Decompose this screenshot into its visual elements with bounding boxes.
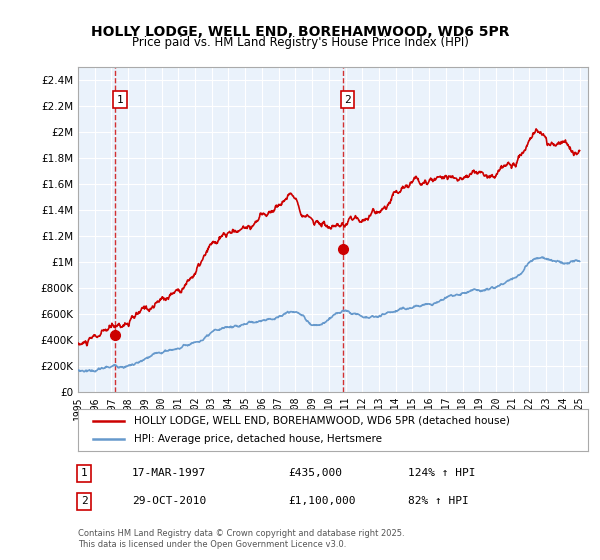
Text: 1: 1	[116, 95, 124, 105]
Text: HOLLY LODGE, WELL END, BOREHAMWOOD, WD6 5PR: HOLLY LODGE, WELL END, BOREHAMWOOD, WD6 …	[91, 25, 509, 39]
Text: Contains HM Land Registry data © Crown copyright and database right 2025.
This d: Contains HM Land Registry data © Crown c…	[78, 529, 404, 549]
Text: Price paid vs. HM Land Registry's House Price Index (HPI): Price paid vs. HM Land Registry's House …	[131, 36, 469, 49]
Text: 1: 1	[80, 468, 88, 478]
Text: 29-OCT-2010: 29-OCT-2010	[132, 496, 206, 506]
Text: HOLLY LODGE, WELL END, BOREHAMWOOD, WD6 5PR (detached house): HOLLY LODGE, WELL END, BOREHAMWOOD, WD6 …	[134, 416, 510, 426]
Text: HPI: Average price, detached house, Hertsmere: HPI: Average price, detached house, Hert…	[134, 434, 382, 444]
Text: £435,000: £435,000	[288, 468, 342, 478]
Text: 2: 2	[344, 95, 351, 105]
Text: £1,100,000: £1,100,000	[288, 496, 355, 506]
Text: 2: 2	[80, 496, 88, 506]
Text: 17-MAR-1997: 17-MAR-1997	[132, 468, 206, 478]
Text: 124% ↑ HPI: 124% ↑ HPI	[408, 468, 476, 478]
Text: 82% ↑ HPI: 82% ↑ HPI	[408, 496, 469, 506]
